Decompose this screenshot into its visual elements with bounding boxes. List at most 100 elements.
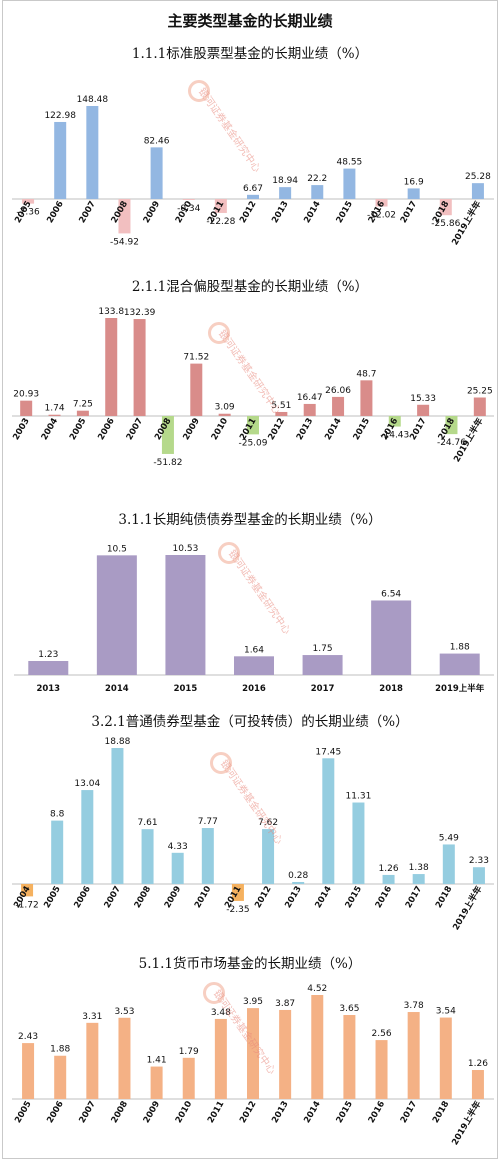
bar <box>214 1018 227 1099</box>
page-title: 主要类型基金的长期业绩 <box>167 12 333 30</box>
data-label: 82.46 <box>144 136 170 146</box>
bar <box>96 555 137 675</box>
x-tick-label: 2014 <box>105 684 129 694</box>
x-tick-label: 2007 <box>77 1099 98 1125</box>
bar <box>182 1057 195 1099</box>
x-tick-label: 2017 <box>311 684 335 694</box>
watermark-logo-icon <box>203 982 225 1004</box>
bar <box>303 403 316 416</box>
bar <box>86 106 99 199</box>
x-tick-label: 2007 <box>125 416 146 442</box>
x-tick-label: 2005 <box>13 1099 34 1125</box>
bar <box>322 758 335 884</box>
x-tick-label: 2018 <box>431 1099 452 1125</box>
bar <box>118 199 131 234</box>
x-tick-label: 2006 <box>72 884 93 910</box>
data-label: -25.09 <box>238 438 267 448</box>
data-label: 48.55 <box>337 158 363 168</box>
bar <box>190 363 203 416</box>
data-label: -7.36 <box>16 208 40 218</box>
data-label: 2.56 <box>372 1029 392 1039</box>
x-tick-label: 2017 <box>404 884 425 910</box>
data-label: -14.43 <box>380 431 409 441</box>
data-label: 1.75 <box>313 644 333 654</box>
data-label: 4.52 <box>307 984 327 994</box>
bar <box>442 844 455 884</box>
x-tick-label: 2017 <box>408 416 429 442</box>
bar <box>332 396 345 416</box>
x-tick-label: 2019上半年 <box>450 884 484 933</box>
bar <box>302 655 343 675</box>
data-label: -25.86 <box>431 219 460 229</box>
x-tick-label: 2019上半年 <box>449 1099 483 1148</box>
chart-title: 3.1.1长期纯债债券型基金的长期业绩（%） <box>118 512 382 528</box>
bar <box>471 183 484 199</box>
bar <box>161 416 174 454</box>
bar <box>234 656 274 675</box>
x-tick-label: 2016 <box>242 684 266 694</box>
bar <box>171 852 184 884</box>
bar <box>150 147 163 199</box>
bar <box>279 1009 292 1099</box>
bar <box>375 199 388 207</box>
data-label: 4.33 <box>168 842 188 852</box>
data-label: 2.43 <box>18 1032 38 1042</box>
x-tick-label: 2017 <box>399 1099 420 1125</box>
data-label: 122.98 <box>44 111 76 121</box>
data-label: 5.51 <box>271 401 291 411</box>
data-label: -2.35 <box>226 905 249 915</box>
data-label: 2.33 <box>469 856 489 866</box>
x-tick-label: 2014 <box>302 199 323 225</box>
x-tick-label: 2013 <box>270 199 291 225</box>
bar <box>150 1066 163 1099</box>
x-tick-label: 2015 <box>335 1099 356 1125</box>
chart-series-3: -1.7220048.8200513.04200618.8820077.6120… <box>12 737 494 932</box>
data-label: 71.52 <box>183 353 209 363</box>
data-label: 3.48 <box>211 1008 231 1018</box>
x-tick-label: 2017 <box>399 199 420 225</box>
data-label: 1.26 <box>468 1059 488 1069</box>
data-label: -54.92 <box>110 237 139 247</box>
x-tick-label: 2014 <box>302 1099 323 1125</box>
bar <box>382 874 395 884</box>
data-label: 132.39 <box>124 308 156 318</box>
data-label: 22.2 <box>307 174 327 184</box>
bar <box>343 168 356 199</box>
x-tick-label: 2004 <box>40 416 61 442</box>
data-label: 3.78 <box>404 1001 424 1011</box>
x-tick-label: 2006 <box>45 199 66 225</box>
x-tick-label: 2015 <box>352 416 373 442</box>
data-label: 1.23 <box>38 650 58 660</box>
x-tick-label: 2016 <box>367 1099 388 1125</box>
data-label: -0.34 <box>177 204 201 214</box>
data-label: 13.04 <box>74 779 100 789</box>
x-tick-label: 2014 <box>323 416 344 442</box>
bar <box>22 1043 35 1099</box>
data-label: 10.53 <box>173 544 199 554</box>
data-label: 16.9 <box>404 177 424 187</box>
bar <box>51 820 64 884</box>
data-label: 17.45 <box>315 747 341 757</box>
data-label: 25.28 <box>465 172 491 182</box>
watermark-logo-icon <box>208 322 230 344</box>
bar <box>360 380 373 416</box>
x-tick-label: 2010 <box>174 1099 195 1125</box>
bar <box>407 1012 420 1099</box>
bar <box>48 414 61 416</box>
bar <box>231 884 244 901</box>
x-tick-label: 2016 <box>374 884 395 910</box>
data-label: 0.28 <box>288 871 308 881</box>
x-tick-label: 2006 <box>45 1099 66 1125</box>
bar <box>214 199 227 213</box>
bar <box>247 416 259 435</box>
x-tick-label: 2009 <box>142 199 163 225</box>
data-label: 3.09 <box>215 403 235 413</box>
data-label: 8.8 <box>50 810 65 820</box>
data-label: 3.95 <box>243 997 263 1007</box>
data-label: -12.02 <box>367 211 396 221</box>
bar <box>292 881 305 884</box>
x-tick-label: 2012 <box>253 884 274 910</box>
bar <box>311 185 324 199</box>
x-tick-label: 2009 <box>142 1099 163 1125</box>
